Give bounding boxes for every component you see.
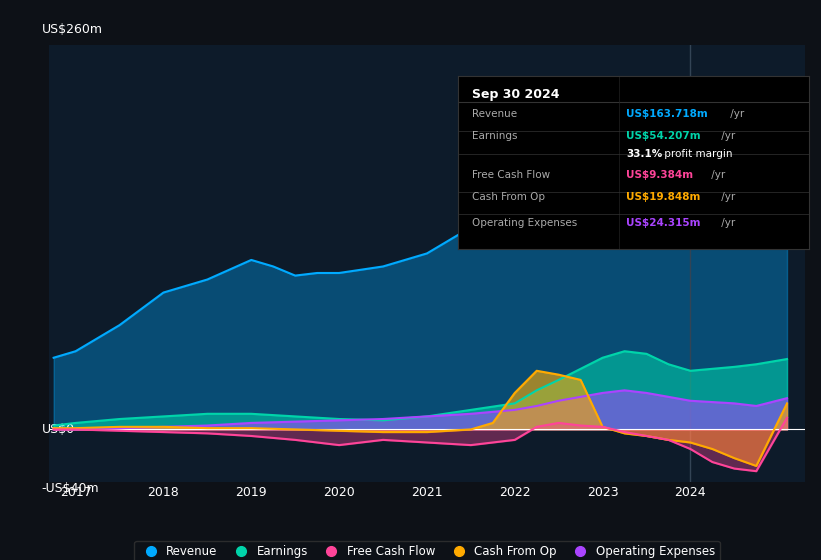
Text: Operating Expenses: Operating Expenses xyxy=(472,218,577,228)
Text: US$163.718m: US$163.718m xyxy=(626,109,709,119)
Text: US$260m: US$260m xyxy=(42,23,103,36)
Legend: Revenue, Earnings, Free Cash Flow, Cash From Op, Operating Expenses: Revenue, Earnings, Free Cash Flow, Cash … xyxy=(135,540,719,560)
Text: Earnings: Earnings xyxy=(472,132,518,141)
Text: US$0: US$0 xyxy=(42,423,75,436)
Text: /yr: /yr xyxy=(727,109,744,119)
Text: Free Cash Flow: Free Cash Flow xyxy=(472,170,550,180)
Text: 33.1%: 33.1% xyxy=(626,149,663,158)
Text: US$9.384m: US$9.384m xyxy=(626,170,694,180)
Text: /yr: /yr xyxy=(718,218,735,228)
Text: -US$40m: -US$40m xyxy=(42,482,99,494)
Text: Cash From Op: Cash From Op xyxy=(472,192,545,202)
Text: US$24.315m: US$24.315m xyxy=(626,218,701,228)
Text: /yr: /yr xyxy=(709,170,726,180)
Text: profit margin: profit margin xyxy=(662,149,733,158)
Text: /yr: /yr xyxy=(718,192,735,202)
Text: /yr: /yr xyxy=(718,132,735,141)
Text: US$19.848m: US$19.848m xyxy=(626,192,701,202)
Text: US$54.207m: US$54.207m xyxy=(626,132,701,141)
Text: Sep 30 2024: Sep 30 2024 xyxy=(472,88,560,101)
Text: Revenue: Revenue xyxy=(472,109,517,119)
